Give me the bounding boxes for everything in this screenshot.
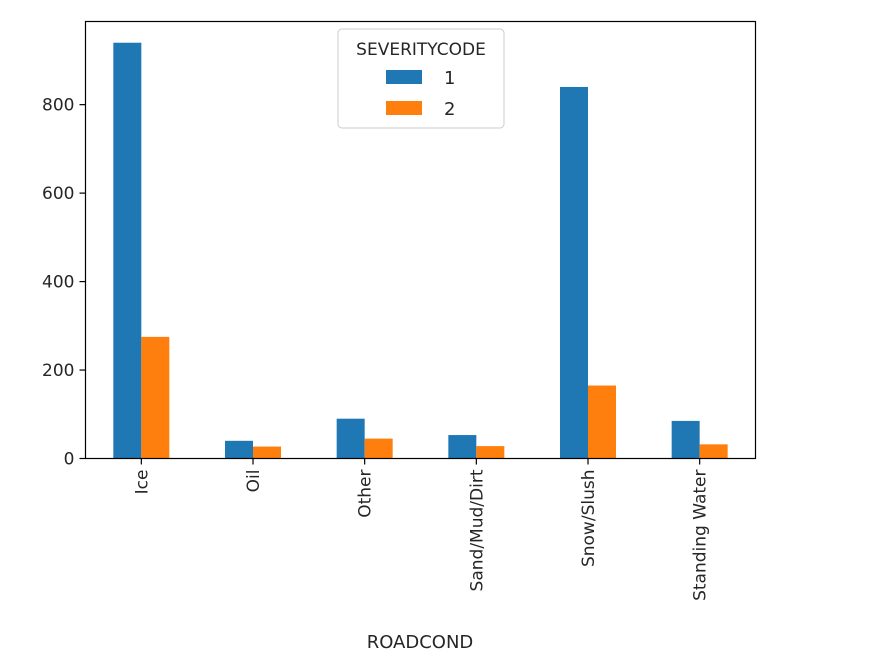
- bar-sand-mud-dirt-series-2: [476, 446, 505, 459]
- bar-standing-water-series-2: [699, 444, 728, 459]
- x-axis-label: ROADCOND: [367, 632, 474, 653]
- bar-other-series-2: [364, 438, 393, 459]
- x-axis: Ice Oil Other Sand/Mud/Dirt Snow/Slush Standi…: [132, 458, 711, 601]
- x-tick-label: Ice: [132, 470, 152, 495]
- x-tick-label: Sand/Mud/Dirt: [467, 469, 487, 591]
- legend-title: SEVERITYCODE: [356, 40, 486, 60]
- x-tick-label: Other: [356, 470, 376, 518]
- y-tick-label: 0: [64, 450, 75, 470]
- y-tick-label: 400: [42, 273, 74, 293]
- x-tick-label: Standing Water: [691, 469, 711, 600]
- bar-snow-slush-series-1: [560, 86, 588, 459]
- y-tick-label: 200: [42, 361, 74, 381]
- bar-ice-series-1: [113, 42, 142, 459]
- x-tick-label: Oil: [244, 470, 264, 493]
- legend: SEVERITYCODE 1 2: [337, 28, 505, 129]
- bar-other-series-1: [336, 418, 365, 459]
- legend-label-series-1: 1: [444, 68, 455, 89]
- bar-oil-series-1: [225, 440, 253, 459]
- plot-frame: [84, 20, 757, 460]
- bar-standing-water-series-1: [671, 420, 700, 459]
- legend-swatch-series-1: [386, 70, 422, 84]
- y-tick-label: 600: [42, 184, 74, 204]
- bar-snow-slush-series-2: [588, 385, 616, 459]
- y-tick-label: 800: [42, 96, 74, 116]
- legend-swatch-series-2: [386, 101, 422, 115]
- bar-ice-series-2: [141, 336, 170, 459]
- bars-group: [113, 42, 728, 459]
- bar-sand-mud-dirt-series-1: [448, 435, 477, 459]
- x-tick-label: Snow/Slush: [579, 470, 599, 568]
- y-axis: 0 200 400 600 800: [42, 96, 86, 470]
- bar-oil-series-2: [253, 446, 281, 459]
- legend-label-series-2: 2: [444, 99, 455, 120]
